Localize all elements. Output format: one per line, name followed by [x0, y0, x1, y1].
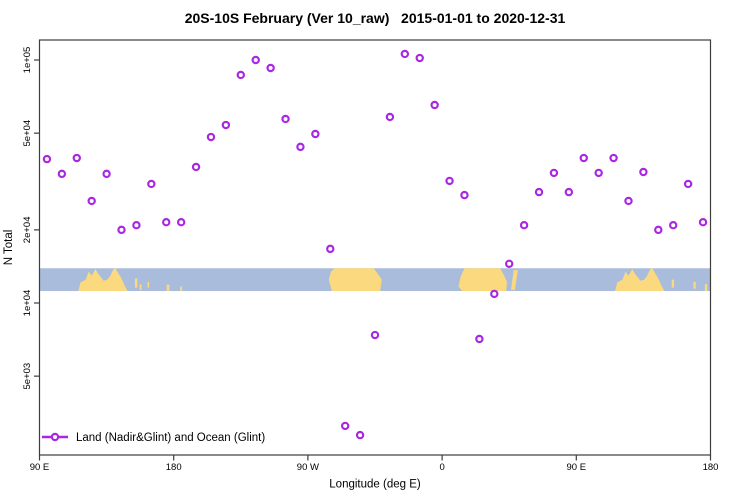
x-tick-label: 0	[439, 462, 444, 473]
data-point	[72, 153, 81, 163]
data-points	[42, 49, 708, 440]
x-tick-label: 180	[703, 462, 719, 473]
data-point	[534, 187, 544, 197]
data-point	[609, 153, 618, 163]
x-tick-label: 90 E	[567, 462, 587, 473]
x-axis-label: Longitude (deg E)	[329, 479, 421, 491]
data-point	[117, 225, 126, 235]
data-point	[579, 153, 588, 163]
y-axis-label: N Total	[3, 230, 15, 266]
data-point	[236, 70, 245, 80]
data-point	[132, 221, 141, 230]
y-tick-label: 2e+04	[22, 217, 33, 244]
land-ocean-band	[39, 268, 711, 292]
data-point	[415, 53, 424, 63]
legend-circle-marker	[50, 432, 60, 442]
data-point	[490, 289, 499, 299]
data-point	[355, 430, 365, 440]
land-island	[139, 284, 142, 290]
data-point	[87, 196, 96, 206]
x-tick-label: 180	[166, 462, 182, 473]
data-point	[162, 218, 171, 227]
data-point	[505, 259, 514, 268]
data-point	[669, 221, 678, 230]
plot-border	[38, 39, 712, 456]
y-tick-label: 1e+05	[22, 47, 33, 74]
y-tick-label: 5e+03	[22, 363, 33, 390]
data-point	[147, 179, 156, 189]
land-patch-south-america	[328, 268, 382, 292]
land-island	[147, 281, 150, 288]
data-point	[549, 168, 559, 178]
data-point	[475, 334, 484, 344]
land-island	[134, 278, 138, 288]
data-point	[221, 120, 231, 130]
data-point	[311, 129, 320, 139]
land-patch-australia	[78, 268, 128, 292]
land-patch-madagascar	[510, 270, 518, 290]
data-point	[445, 176, 454, 186]
data-point	[102, 169, 111, 179]
data-point	[385, 112, 395, 122]
legend-label: Land (Nadir&Glint) and Ocean (Glint)	[76, 432, 265, 444]
land-island	[693, 281, 696, 289]
data-point	[57, 169, 67, 179]
data-point	[639, 167, 648, 177]
chart-title: 20S-10S February (Ver 10_raw) 2015-01-01…	[185, 10, 566, 26]
data-point	[698, 218, 708, 227]
data-point	[400, 49, 410, 59]
x-tick-label: 90 E	[30, 462, 50, 473]
data-point	[191, 162, 201, 172]
data-point	[326, 244, 335, 254]
data-point	[296, 142, 305, 152]
data-point	[176, 218, 186, 227]
data-point	[281, 114, 290, 124]
y-tick-label: 1e+04	[22, 290, 33, 317]
data-point	[654, 225, 663, 235]
data-point	[430, 100, 439, 110]
axis-ticks: 90 E 180 90 W 0 90 E 180 1e+05 5e+04 2e+04 1e+04 5…	[22, 47, 718, 473]
land-island	[671, 279, 675, 288]
land-island	[166, 284, 170, 292]
data-point	[624, 196, 633, 206]
data-point	[594, 168, 603, 178]
data-point	[519, 221, 529, 230]
land-patch-australia-repeat	[615, 268, 665, 292]
data-point	[370, 330, 380, 340]
data-point	[564, 187, 574, 197]
data-point	[266, 63, 275, 73]
data-point	[251, 55, 260, 65]
data-point	[42, 154, 52, 164]
y-tick-label: 5e+04	[22, 120, 33, 147]
legend: Land (Nadir&Glint) and Ocean (Glint)	[42, 432, 265, 444]
data-point	[460, 190, 469, 200]
land-island	[180, 286, 183, 292]
data-point	[340, 421, 350, 431]
land-patch-africa	[458, 268, 507, 292]
x-tick-label: 90 W	[297, 462, 319, 473]
data-point	[206, 132, 216, 142]
data-point	[683, 179, 693, 189]
land-island	[704, 284, 708, 292]
